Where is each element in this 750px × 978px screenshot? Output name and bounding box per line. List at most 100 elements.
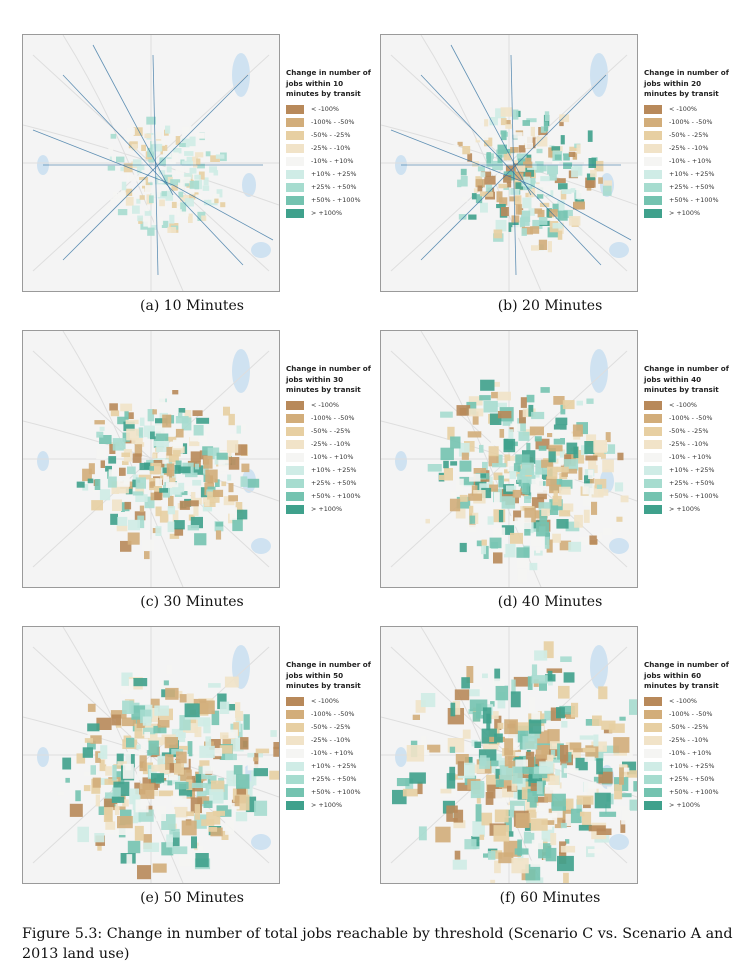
tract-block [194, 174, 201, 180]
tract-block [562, 798, 574, 812]
tract-block [511, 679, 516, 695]
legend-label: -100% - -50% [669, 710, 713, 718]
tract-block [193, 160, 198, 168]
tract-block [498, 475, 504, 488]
tract-block [450, 436, 461, 449]
panel-caption: (b) 20 Minutes [497, 298, 603, 314]
tract-block [189, 500, 199, 507]
tract-block [531, 675, 548, 684]
tract-block [111, 481, 120, 494]
tract-block [203, 800, 213, 808]
tract-block [129, 124, 136, 132]
tract-block [144, 133, 151, 139]
tract-block [547, 227, 559, 238]
tract-block [194, 533, 207, 546]
panel-e: Change in number of jobs within 50 minut… [22, 626, 371, 918]
legend-swatch [286, 748, 304, 758]
tract-block [547, 466, 558, 479]
tract-block [493, 825, 510, 842]
water-body [37, 451, 49, 471]
tract-block [194, 717, 211, 727]
road-line [420, 627, 542, 883]
tract-block [113, 764, 121, 769]
tract-block [583, 509, 590, 523]
legend-item: -50% - -25% [286, 129, 378, 142]
legend-label: -50% - -25% [311, 427, 351, 435]
tract-block [162, 150, 172, 158]
tract-block [548, 147, 553, 158]
tract-block [137, 865, 151, 880]
tract-block [144, 496, 155, 509]
tract-block [120, 166, 125, 172]
tract-block [471, 193, 477, 200]
tract-block [158, 170, 166, 175]
tract-block [578, 824, 592, 831]
tract-block [522, 781, 534, 789]
tract-block [162, 414, 172, 428]
tract-block [111, 796, 125, 803]
tract-block [586, 398, 594, 404]
tract-block [582, 747, 596, 753]
tract-block [602, 527, 613, 536]
tract-block [547, 165, 558, 175]
tract-block [227, 474, 232, 481]
choropleth-map [381, 627, 637, 883]
tract-block [171, 201, 177, 208]
tract-block [456, 496, 471, 509]
tract-block [187, 460, 201, 468]
tract-block [496, 204, 506, 209]
tract-block [202, 185, 210, 191]
tract-block [181, 491, 188, 496]
tract-block [526, 442, 531, 454]
tract-block [531, 497, 545, 508]
tract-block [616, 516, 623, 522]
tract-block [606, 801, 611, 817]
tract-block [189, 437, 200, 447]
tract-block [568, 216, 581, 226]
tract-block [179, 745, 188, 751]
tract-block [251, 770, 257, 786]
panel-caption: (c) 30 Minutes [140, 594, 244, 610]
tract-block [492, 678, 505, 686]
legend-swatch [286, 452, 304, 462]
tract-block [101, 829, 115, 835]
tract-block [84, 738, 93, 743]
tract-block [132, 453, 142, 463]
tract-block [210, 827, 223, 837]
tract-block [117, 192, 127, 199]
tract-block [135, 799, 149, 813]
tract-block [515, 813, 530, 828]
transit-line [32, 129, 174, 186]
tract-block [562, 471, 575, 482]
tract-block [604, 444, 616, 454]
tract-block [490, 760, 506, 767]
tract-block [567, 468, 578, 474]
tract-block [585, 455, 598, 461]
legend-swatch [644, 104, 662, 114]
legend-item: -25% - -10% [644, 142, 736, 155]
choropleth-map [381, 35, 637, 291]
tract-block [462, 146, 471, 155]
tract-block [178, 189, 184, 198]
tract-block [225, 819, 235, 835]
tract-block [163, 680, 169, 686]
tract-block [528, 774, 542, 787]
tract-block [112, 765, 117, 781]
water-body [609, 242, 629, 258]
tract-block [537, 490, 547, 500]
tract-block [619, 716, 626, 721]
tract-block [571, 702, 579, 718]
tract-block [270, 730, 277, 737]
tract-block [479, 483, 489, 492]
tract-block [224, 676, 239, 688]
legend-label: -50% - -25% [669, 427, 709, 435]
tract-block [521, 787, 528, 800]
tract-block [536, 781, 543, 795]
legend-item: +10% - +25% [644, 168, 736, 181]
tract-block [594, 792, 611, 809]
legend-item: -25% - -10% [286, 734, 378, 747]
tract-block [149, 466, 154, 471]
tract-block [235, 444, 248, 456]
tract-block [489, 117, 498, 126]
tract-block [480, 473, 486, 478]
